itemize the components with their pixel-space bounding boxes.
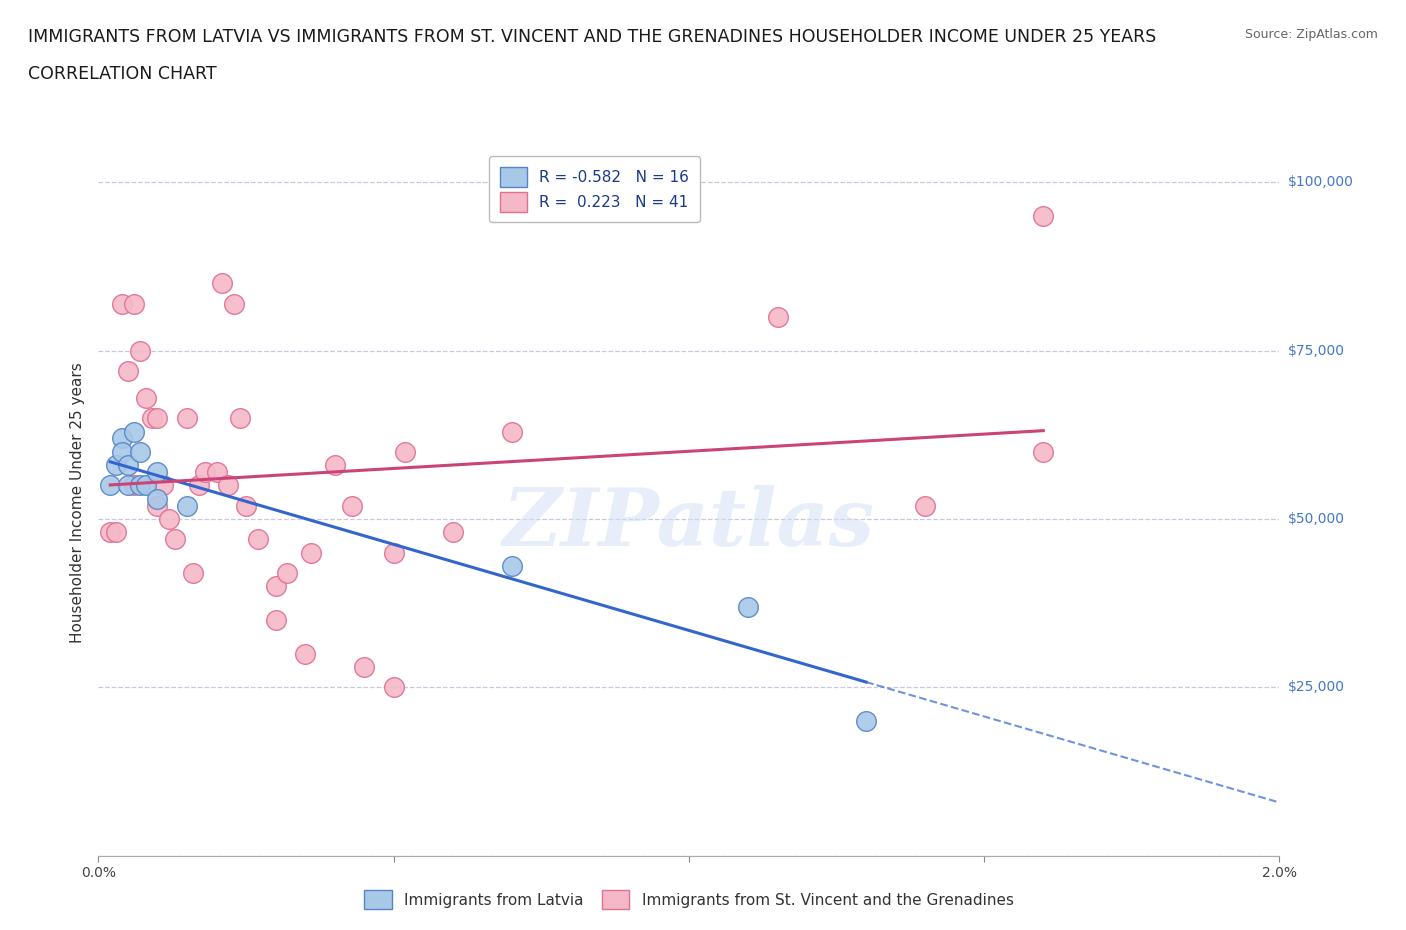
Point [217,478,239,493]
Point [105,458,128,472]
Text: ZIPatlas: ZIPatlas [503,485,875,562]
Point [294,646,316,661]
Text: Source: ZipAtlas.com: Source: ZipAtlas.com [1244,28,1378,41]
Point [111,431,134,445]
Point [441,525,464,540]
Point [855,713,877,728]
Point [98,478,121,493]
Point [117,364,139,379]
Point [146,498,169,513]
Point [122,478,145,493]
Text: IMMIGRANTS FROM LATVIA VS IMMIGRANTS FROM ST. VINCENT AND THE GRENADINES HOUSEHO: IMMIGRANTS FROM LATVIA VS IMMIGRANTS FRO… [28,28,1156,46]
Point [98,525,121,540]
Point [323,458,346,472]
Point [299,545,322,560]
Point [146,411,169,426]
Point [122,296,145,311]
Point [165,532,187,547]
Point [117,458,139,472]
Point [117,478,139,493]
Point [187,478,209,493]
Point [211,276,233,291]
Point [176,411,198,426]
Point [128,478,150,493]
Point [264,578,287,593]
Point [276,565,298,580]
Point [264,613,287,628]
Point [224,296,246,311]
Point [111,445,134,459]
Point [737,599,759,614]
Point [128,445,150,459]
Point [235,498,257,513]
Point [146,464,169,479]
Text: $100,000: $100,000 [1288,176,1354,190]
Point [353,659,375,674]
Point [205,464,228,479]
Y-axis label: Householder Income Under 25 years: Householder Income Under 25 years [70,362,86,643]
Point [128,343,150,358]
Point [176,498,198,513]
Point [122,424,145,439]
Point [501,424,523,439]
Text: $50,000: $50,000 [1288,512,1344,526]
Point [501,559,523,574]
Text: $25,000: $25,000 [1288,681,1344,695]
Point [152,478,174,493]
Text: $75,000: $75,000 [1288,344,1344,358]
Point [157,512,180,526]
Point [342,498,364,513]
Point [229,411,252,426]
Point [141,411,163,426]
Point [382,680,405,695]
Point [1032,445,1054,459]
Point [135,478,157,493]
Point [1032,208,1054,223]
Point [194,464,217,479]
Point [382,545,405,560]
Point [105,525,128,540]
Point [181,565,204,580]
Point [246,532,269,547]
Point [766,310,789,325]
Text: CORRELATION CHART: CORRELATION CHART [28,65,217,83]
Point [146,491,169,506]
Legend: Immigrants from Latvia, Immigrants from St. Vincent and the Grenadines: Immigrants from Latvia, Immigrants from … [356,881,1022,919]
Point [394,445,416,459]
Point [914,498,936,513]
Point [111,296,134,311]
Point [135,391,157,405]
